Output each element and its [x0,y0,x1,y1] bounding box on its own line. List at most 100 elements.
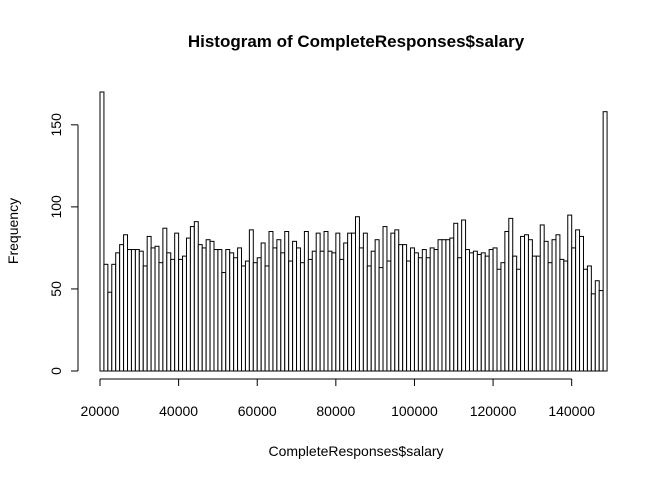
histogram-bar [500,262,506,372]
histogram-bar [571,247,577,372]
histogram-bar [292,240,298,372]
histogram-bar [476,253,482,372]
histogram-bar [492,247,498,372]
y-tick-label: 0 [48,367,64,375]
histogram-bar [229,252,235,372]
histogram-bar [138,250,144,372]
histogram-bar [170,258,176,372]
histogram-bar [288,260,294,372]
histogram-bar [402,244,408,372]
histogram-bar [358,247,364,372]
histogram-bar [134,249,140,372]
histogram-bar [437,239,443,372]
histogram-bar [103,263,109,372]
histogram-bar [197,244,203,372]
histogram-bar [115,252,121,372]
histogram-bar [563,260,569,372]
histogram-bar [524,234,529,372]
x-tick-label: 100000 [391,403,438,419]
x-axis: 20000 40000 60000 80000 100000 120000 140000 [81,378,595,419]
histogram-bar [413,252,419,372]
histogram-bar [142,265,148,372]
histogram-bar [445,239,451,372]
histogram-bar [111,263,117,372]
histogram-bar [166,252,172,372]
x-axis-label: CompleteResponses$salary [268,443,443,459]
histogram-bar [123,234,129,372]
x-tick-label: 120000 [470,403,517,419]
x-tick-label: 20000 [81,403,120,419]
histogram-bar [472,250,478,372]
histogram-bar [406,260,412,372]
y-tick-label: 100 [48,195,64,219]
histogram-bar [162,227,168,372]
histogram-bar [586,265,592,372]
histogram-bar [386,260,392,372]
histogram-bar [508,217,514,372]
histogram-bar [264,265,270,372]
histogram-bar [433,249,439,372]
y-tick-label: 150 [48,113,64,137]
histogram-bar [119,244,125,372]
histogram-bar [182,255,187,372]
y-axis: 0 50 100 150 [48,113,79,375]
histogram-bar [488,249,494,372]
histogram-bar [398,244,404,372]
bars-group [99,91,608,372]
histogram-bar [551,239,557,372]
histogram-bar [366,265,372,372]
histogram-bar [355,216,360,372]
histogram-bar [370,250,376,372]
histogram-bar [209,240,215,372]
histogram-bar [193,221,199,372]
y-tick-label: 50 [48,281,64,297]
histogram-bar [260,242,266,372]
histogram-bar [559,258,565,372]
histogram-bar [543,240,549,372]
histogram-bar [362,232,368,372]
histogram-bar [315,232,321,372]
histogram-bar [127,249,132,372]
histogram-bar [512,255,518,372]
histogram-bar [244,260,250,372]
histogram-bar [323,231,329,372]
histogram-bar [531,255,537,372]
histogram-bar [158,262,164,372]
histogram-bar [150,247,156,372]
x-tick-label: 140000 [548,403,595,419]
histogram-bar [303,231,309,372]
histogram-bar [461,219,467,372]
x-tick-label: 80000 [316,403,355,419]
histogram-bar [441,239,447,372]
histogram-bar [319,250,325,372]
histogram-bar [602,111,608,372]
histogram-bar [327,250,333,372]
histogram-bar [296,247,301,372]
histogram-bar [154,245,160,372]
histogram-bar [213,249,219,372]
histogram-bar [425,257,431,372]
histogram-bar [555,234,561,372]
histogram-bar [178,258,184,372]
histogram-bar [382,226,388,372]
histogram-bar [221,272,227,372]
histogram-bar [280,252,286,372]
histogram-bar [284,231,290,372]
x-tick-label: 60000 [238,403,277,419]
histogram-bar [276,239,282,372]
histogram-bar [248,229,254,372]
histogram-bar [520,235,526,372]
histogram-bar [130,249,136,372]
histogram-bar [205,239,211,372]
histogram-bar [233,257,239,372]
histogram-bar [590,293,596,372]
histogram-bar [390,232,396,372]
histogram-bar [598,290,604,372]
histogram-bar [484,255,490,372]
histogram-bar [343,242,349,372]
histogram-bar [394,229,400,372]
histogram-bar [547,262,553,372]
histogram-bar [99,91,105,372]
histogram-bar [174,232,180,372]
histogram-bar [429,247,435,372]
